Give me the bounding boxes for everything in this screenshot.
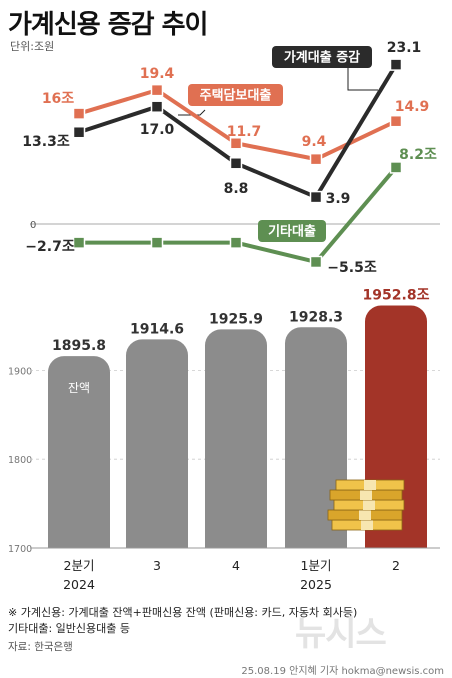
bar-value-label: 1914.6 [130,321,184,337]
household-loans-point [309,190,323,204]
bar-ytick-label: 1900 [8,366,32,377]
credit-line: 25.08.19 안지혜 기자 hokma@newsis.com [241,666,444,677]
x-label: 2 [392,558,400,573]
other-value-label: −2.7조 [25,239,75,255]
mortgage-legend-label: 주택담보대출 [200,88,272,104]
mortgage-legend-box [188,84,283,106]
mortgage-point [72,107,86,120]
other-loans-point [309,255,323,269]
mortgage-point [389,114,403,128]
bar-ytick-label: 1700 [8,544,32,555]
household-value-label: 8.8 [224,181,249,197]
x-label-year: 2024 [63,577,95,592]
bar-value-label: 1895.8 [52,338,106,354]
other-value-label: −5.5조 [327,260,377,276]
footnote-definition: ※ 가계신용: 가계대출 잔액+판매신용 잔액 (판매신용: 카드, 자동차 회… [8,606,358,619]
household-value-label: 3.9 [326,191,351,207]
zero-label: 0 [30,220,36,231]
household-legend-box [272,46,372,68]
other-loans-point [72,236,86,249]
mortgage-point [150,83,164,97]
money-band [359,510,371,520]
mortgage-point [229,137,243,150]
other-loans-point [389,161,403,174]
bar-base [126,528,188,548]
source-label: 자료: 한국은행 [8,641,73,653]
household-value-label: 13.3조 [22,134,70,150]
bar-value-label: 1925.9 [209,311,263,327]
bar [126,339,188,548]
newsis-logo: 뉴시스 [295,614,387,654]
money-band [361,520,373,530]
bar-base [365,528,427,548]
chart-title: 가계신용 증감 추이 [8,10,208,40]
bar-base [48,528,110,548]
x-label: 4 [232,558,240,573]
bar-base [285,528,347,548]
bar-value-label: 1928.3 [289,309,343,325]
money-band [364,480,376,490]
bar-value-label: 1952.8조 [363,288,430,304]
bar [205,329,267,548]
money-band [363,500,375,510]
mortgage-point [309,152,323,166]
other-legend-box [258,220,326,242]
bar [48,356,110,548]
bar-base [205,528,267,548]
mortgage-value-label: 11.7 [227,124,262,140]
footnote-other-loans: 기타대출: 일반신용대출 등 [8,622,131,635]
household-loans-point [72,125,86,139]
mortgage-value-label: 16조 [42,91,74,107]
other-loans-point [150,236,164,249]
x-label: 2분기 [64,558,95,573]
mortgage-value-label: 14.9 [395,99,430,115]
mortgage-value-label: 9.4 [302,134,327,150]
household-loans-point [229,157,243,170]
bar-note-balance: 잔액 [68,381,90,395]
other-legend-label: 기타대출 [268,224,316,240]
bar-ytick-label: 1800 [8,455,32,466]
other-value-label: 8.2조 [399,147,437,163]
household-legend-label: 가계대출 증감 [284,50,360,66]
household-loans-point [389,58,403,71]
money-band [360,490,372,500]
x-label-year: 2025 [300,577,332,592]
other-loans-point [229,236,243,249]
household-value-label: 23.1 [387,40,422,56]
x-label: 3 [153,558,161,573]
x-label: 1분기 [301,558,332,573]
mortgage-value-label: 19.4 [140,66,175,82]
household-loans-point [150,100,164,113]
unit-label: 단위:조원 [10,40,55,53]
household-value-label: 17.0 [140,122,175,138]
leader-mortgage [178,109,206,116]
